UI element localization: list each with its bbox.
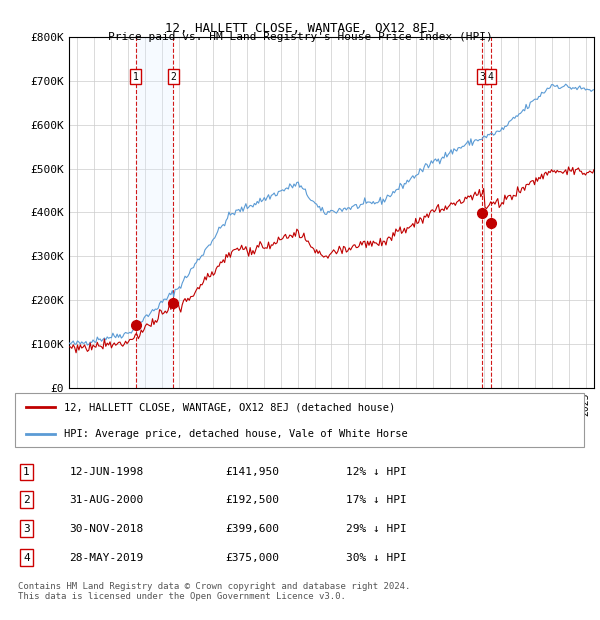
Text: 2: 2	[23, 495, 30, 505]
Text: 3: 3	[23, 524, 30, 534]
Text: 4: 4	[23, 553, 30, 563]
Text: 30% ↓ HPI: 30% ↓ HPI	[346, 553, 407, 563]
Text: 29% ↓ HPI: 29% ↓ HPI	[346, 524, 407, 534]
Text: 12, HALLETT CLOSE, WANTAGE, OX12 8EJ: 12, HALLETT CLOSE, WANTAGE, OX12 8EJ	[165, 22, 435, 35]
Text: 4: 4	[488, 71, 494, 82]
Text: £399,600: £399,600	[225, 524, 279, 534]
Text: 2: 2	[170, 71, 176, 82]
Text: £375,000: £375,000	[225, 553, 279, 563]
Text: 30-NOV-2018: 30-NOV-2018	[70, 524, 144, 534]
Text: 12, HALLETT CLOSE, WANTAGE, OX12 8EJ (detached house): 12, HALLETT CLOSE, WANTAGE, OX12 8EJ (de…	[64, 402, 395, 412]
Text: 12-JUN-1998: 12-JUN-1998	[70, 467, 144, 477]
Text: HPI: Average price, detached house, Vale of White Horse: HPI: Average price, detached house, Vale…	[64, 429, 407, 439]
FancyBboxPatch shape	[15, 393, 584, 447]
Text: Contains HM Land Registry data © Crown copyright and database right 2024.
This d: Contains HM Land Registry data © Crown c…	[18, 582, 410, 601]
Text: 3: 3	[479, 71, 485, 82]
Text: 28-MAY-2019: 28-MAY-2019	[70, 553, 144, 563]
Text: 1: 1	[133, 71, 139, 82]
Text: Price paid vs. HM Land Registry's House Price Index (HPI): Price paid vs. HM Land Registry's House …	[107, 32, 493, 42]
Text: £192,500: £192,500	[225, 495, 279, 505]
Text: 12% ↓ HPI: 12% ↓ HPI	[346, 467, 407, 477]
Bar	[136, 37, 173, 387]
Text: 1: 1	[23, 467, 30, 477]
Text: 31-AUG-2000: 31-AUG-2000	[70, 495, 144, 505]
Text: £141,950: £141,950	[225, 467, 279, 477]
Text: 17% ↓ HPI: 17% ↓ HPI	[346, 495, 407, 505]
